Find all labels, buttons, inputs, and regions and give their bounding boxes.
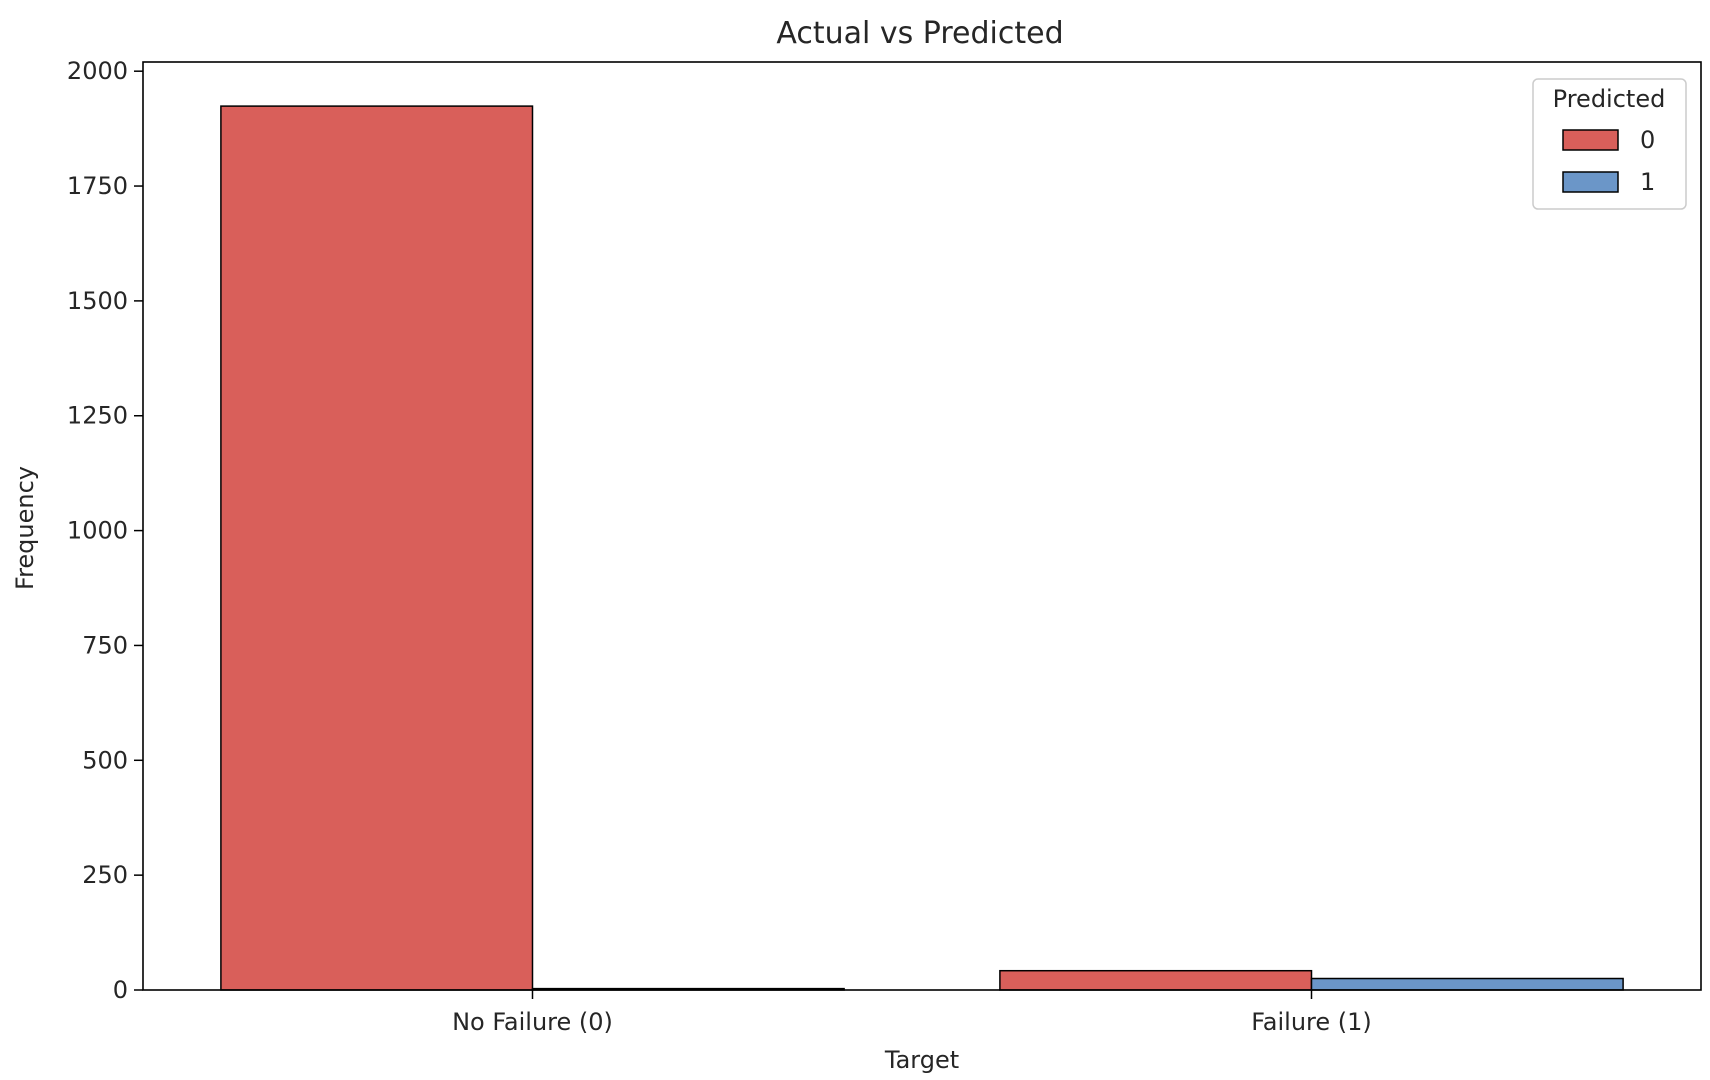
y-tick-label: 1500 [67,287,128,315]
legend-label-0: 0 [1640,126,1655,154]
legend-swatch-0 [1562,129,1619,151]
legend-label-1: 1 [1640,168,1655,196]
y-axis-ticks: 0 250 500 750 1000 1250 1500 1750 2000 [67,57,143,1004]
y-axis-label: Frequency [11,466,39,590]
bar-1-series-0 [999,969,1313,991]
bar-0-series-0 [220,105,534,991]
y-tick-label: 750 [82,631,128,659]
y-tick-label: 1750 [67,172,128,200]
x-tick-label: No Failure (0) [452,1008,613,1036]
legend-swatch-1 [1562,171,1619,193]
x-tick-label: Failure (1) [1251,1008,1372,1036]
y-tick-label: 0 [113,976,128,1004]
x-axis-label: Target [884,1046,959,1074]
y-tick-label: 2000 [67,57,128,85]
y-tick-label: 1250 [67,402,128,430]
y-tick-label: 250 [82,861,128,889]
y-tick-label: 1000 [67,517,128,545]
bars [220,105,1624,991]
y-tick-label: 500 [82,746,128,774]
x-axis-ticks: No Failure (0) Failure (1) [452,990,1372,1036]
legend-title: Predicted [1553,85,1666,113]
bar-1-series-1 [1310,977,1624,991]
chart-title: Actual vs Predicted [776,16,1063,51]
legend: Predicted 0 1 [1532,78,1687,210]
plot-frame [142,61,1702,991]
